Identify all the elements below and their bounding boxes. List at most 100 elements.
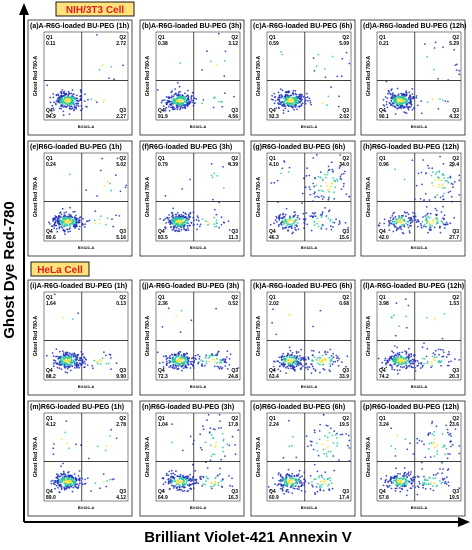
event-dot [216,365,219,368]
event-dot [182,476,185,479]
event-dot [60,222,63,225]
event-dot [327,165,330,168]
event-dot [410,103,413,106]
event-dot [66,218,69,221]
event-dot [52,482,55,485]
event-dot [323,368,326,371]
panel-x-label: BV421-A [78,124,95,129]
event-dot [439,185,442,188]
event-dot [287,105,290,108]
event-dot [207,413,210,416]
event-dot [420,224,423,227]
event-dot [388,229,391,232]
event-dot [171,482,173,484]
event-dot [315,65,318,68]
event-dot [172,487,175,489]
event-dot [292,435,294,438]
event-dot [221,446,224,449]
event-dot [293,215,296,217]
event-dot [189,178,192,181]
event-dot [391,93,394,96]
event-dot [417,476,420,478]
event-dot [403,211,406,214]
event-dot [426,213,428,216]
event-dot [395,359,398,361]
quadrant-q4-value: 88.2 [46,374,56,380]
event-dot [275,333,278,336]
event-dot [193,359,196,362]
event-dot [294,226,296,229]
quadrant-q3-value: 2.27 [116,114,126,120]
event-dot [185,475,188,478]
event-dot [55,94,58,97]
event-dot [221,105,224,108]
panel-title: (k)A-R6G-loaded BU-PEG (6h) [253,283,352,290]
event-dot [295,102,298,105]
event-dot [217,100,220,103]
event-dot [122,64,124,67]
event-dot [339,154,342,156]
event-dot [442,187,444,190]
event-dot [60,213,63,216]
event-dot [182,474,184,477]
event-dot [317,454,320,457]
event-dot [414,360,416,363]
event-dot [192,224,195,227]
event-dot [278,217,280,220]
event-dot [185,478,187,481]
event-dot [57,100,59,102]
event-dot [423,482,426,485]
event-dot [397,96,400,99]
event-dot [307,99,309,102]
event-dot [444,453,446,456]
event-dot [384,96,387,98]
event-dot [323,478,325,480]
event-dot [188,479,190,482]
quadrant-q3-label: Q3 [119,229,126,235]
event-dot [296,482,299,484]
event-dot [325,359,328,362]
event-dot [321,223,324,226]
event-dot [72,93,75,96]
event-dot [320,226,323,228]
event-dot [336,359,339,362]
event-dot [293,482,296,484]
event-dot [286,354,289,357]
event-dot [65,420,68,422]
event-dot [63,472,65,475]
event-dot [54,224,57,227]
event-dot [175,482,178,484]
event-dot [168,217,171,219]
event-dot [345,193,348,196]
event-dot [173,367,176,370]
event-dot [68,486,71,489]
event-dot [171,106,174,109]
event-dot [303,227,305,229]
event-dot [186,225,189,227]
event-dot [291,216,294,219]
event-dot [321,212,324,215]
panel-title: (f)R6G-loaded BU-PEG (3h) [142,144,232,151]
event-dot [403,107,405,109]
event-dot [212,485,215,487]
event-dot [276,360,279,363]
event-dot [405,351,408,354]
event-dot [104,223,107,226]
event-dot [305,96,307,99]
event-dot [399,98,402,101]
event-dot [53,359,55,362]
event-dot [172,485,175,487]
event-dot [447,79,450,81]
plot-area [155,412,241,502]
event-dot [409,100,412,102]
event-dot [184,364,187,367]
event-dot [83,366,86,368]
panel-x-label: BV421-A [301,124,318,129]
event-dot [327,217,330,220]
event-dot [285,476,288,478]
event-dot [174,357,177,359]
event-dot [437,178,440,181]
event-dot [405,367,407,370]
event-dot [297,364,300,367]
event-dot [319,423,321,426]
